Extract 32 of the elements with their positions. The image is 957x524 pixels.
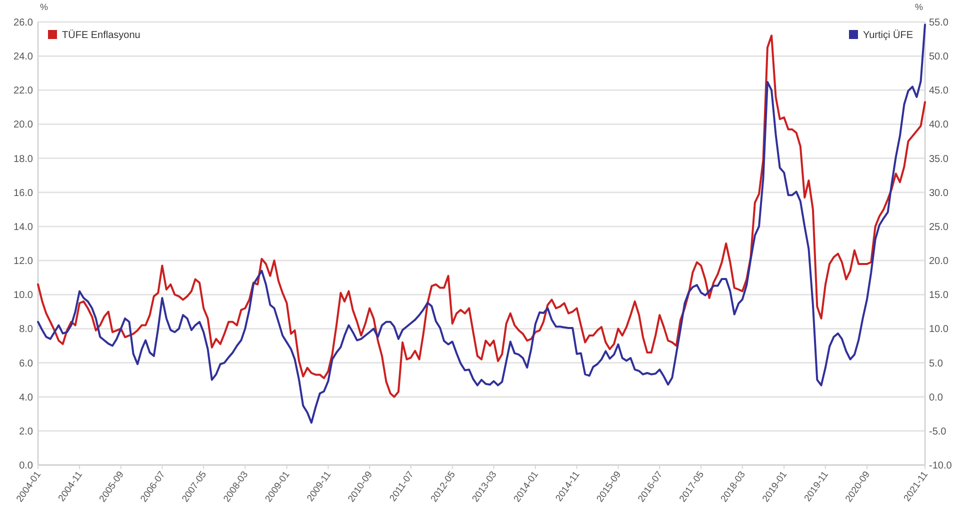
legend-label: TÜFE Enflasyonu [62,29,140,41]
y2-tick-label: 20.0 [929,256,949,268]
y2-tick-label: -5.0 [929,426,947,438]
y2-tick-label: 15.0 [929,290,949,302]
y-tick-label: 8.0 [19,324,34,336]
y2-tick-label: 25.0 [929,222,949,233]
y-tick-label: 6.0 [19,358,34,370]
y2-tick-label: 35.0 [929,154,949,165]
y-tick-label: 24.0 [14,52,34,63]
y2-tick-label: -10.0 [929,460,952,472]
y-tick-label: 12.0 [14,256,34,268]
y-tick-label: 14.0 [14,222,34,233]
y-tick-label: 0.0 [19,460,34,472]
y-tick-label: 22.0 [14,86,34,97]
y-tick-label: 4.0 [19,392,34,404]
y-tick-label: 16.0 [14,188,34,199]
y2-tick-label: 45.0 [929,86,949,97]
y2-tick-label: 50.0 [929,52,949,63]
legend-label: Yurtiçi ÜFE [862,29,914,41]
y-tick-label: 26.0 [14,18,34,28]
y-axis-title: % [40,2,48,12]
y-tick-label: 18.0 [14,154,34,165]
y2-tick-label: 30.0 [929,188,949,199]
y2-tick-label: 40.0 [929,120,949,131]
y2-axis-title: % [914,2,923,12]
y2-tick-label: 5.0 [929,358,944,370]
y2-tick-label: 10.0 [929,324,949,336]
y-tick-label: 2.0 [19,426,34,438]
y2-tick-label: 55.0 [929,18,949,28]
y-tick-label: 10.0 [14,290,34,302]
y-tick-label: 20.0 [14,120,34,131]
y2-tick-label: 0.0 [929,392,944,404]
